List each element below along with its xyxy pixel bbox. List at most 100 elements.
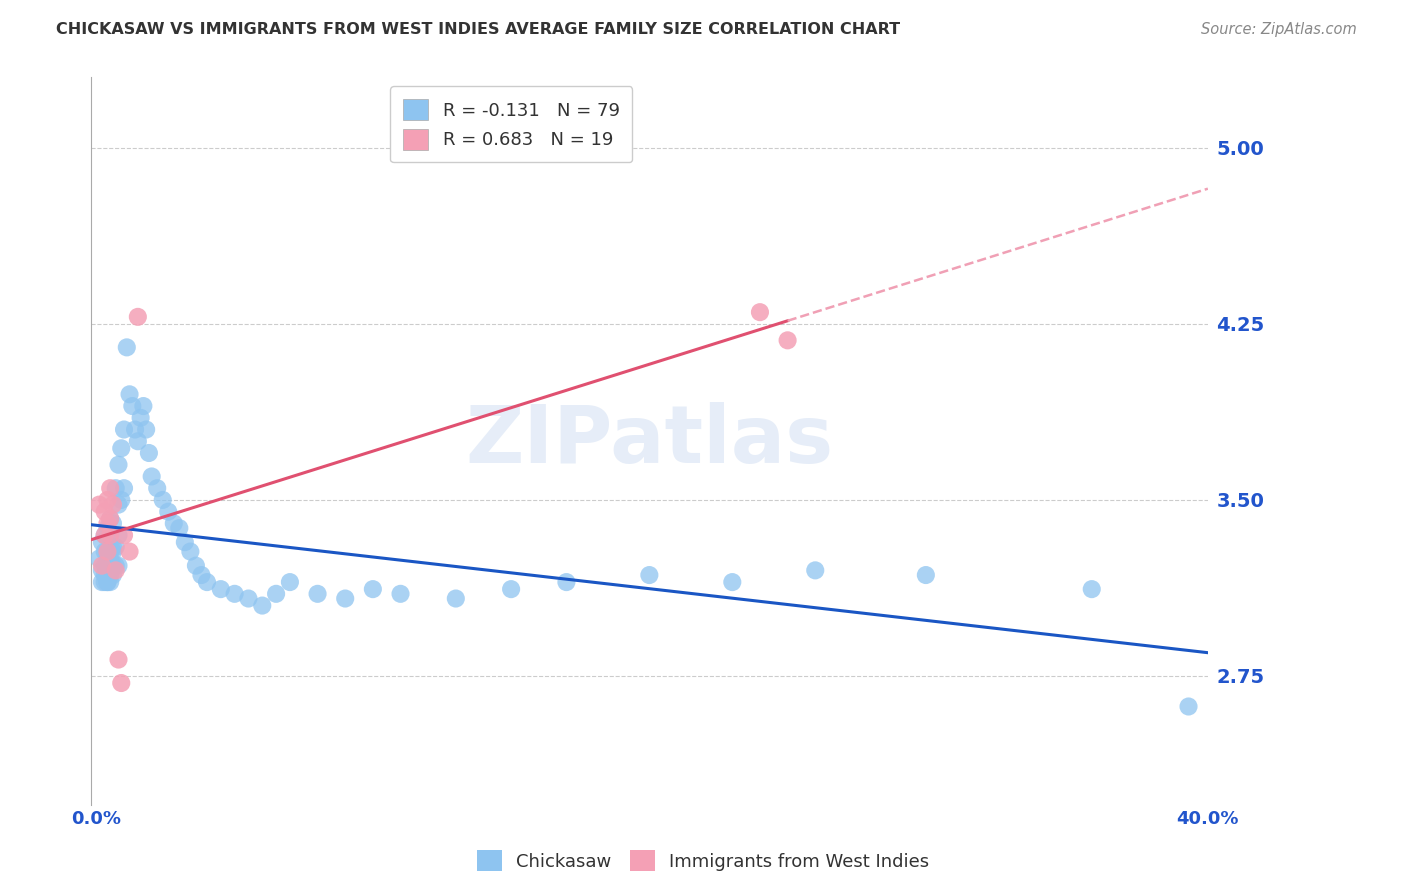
Point bbox=[915, 568, 938, 582]
Point bbox=[112, 528, 135, 542]
Point bbox=[127, 434, 149, 449]
Point bbox=[104, 540, 127, 554]
Point bbox=[1177, 699, 1199, 714]
Point bbox=[135, 423, 157, 437]
Point bbox=[1080, 582, 1102, 596]
Point bbox=[361, 582, 384, 596]
Point bbox=[638, 568, 661, 582]
Point bbox=[98, 512, 121, 526]
Point bbox=[444, 591, 467, 606]
Point bbox=[90, 563, 112, 577]
Point bbox=[104, 481, 127, 495]
Point bbox=[184, 558, 207, 573]
Point bbox=[107, 528, 129, 542]
Point bbox=[90, 535, 112, 549]
Point bbox=[93, 544, 115, 558]
Point bbox=[96, 575, 118, 590]
Legend: R = -0.131   N = 79, R = 0.683   N = 19: R = -0.131 N = 79, R = 0.683 N = 19 bbox=[391, 87, 633, 162]
Point bbox=[90, 558, 112, 573]
Point bbox=[129, 410, 152, 425]
Point bbox=[163, 516, 186, 531]
Point bbox=[101, 516, 124, 531]
Point bbox=[141, 469, 163, 483]
Point bbox=[121, 399, 143, 413]
Point bbox=[101, 568, 124, 582]
Point bbox=[804, 563, 827, 577]
Point bbox=[152, 492, 174, 507]
Point bbox=[157, 505, 180, 519]
Point bbox=[169, 521, 191, 535]
Point bbox=[96, 544, 118, 558]
Point bbox=[93, 528, 115, 542]
Point bbox=[107, 558, 129, 573]
Point bbox=[112, 481, 135, 495]
Point bbox=[238, 591, 260, 606]
Point bbox=[555, 575, 578, 590]
Point bbox=[96, 558, 118, 573]
Point bbox=[721, 575, 744, 590]
Point bbox=[264, 587, 287, 601]
Point bbox=[101, 544, 124, 558]
Point bbox=[107, 458, 129, 472]
Point bbox=[389, 587, 412, 601]
Point bbox=[89, 498, 111, 512]
Point bbox=[749, 305, 772, 319]
Point bbox=[127, 310, 149, 324]
Point bbox=[96, 575, 118, 590]
Point bbox=[195, 575, 218, 590]
Point bbox=[209, 582, 232, 596]
Point bbox=[112, 423, 135, 437]
Point bbox=[98, 551, 121, 566]
Point bbox=[93, 568, 115, 582]
Point bbox=[224, 587, 246, 601]
Point bbox=[98, 544, 121, 558]
Point bbox=[335, 591, 357, 606]
Point bbox=[98, 512, 121, 526]
Text: CHICKASAW VS IMMIGRANTS FROM WEST INDIES AVERAGE FAMILY SIZE CORRELATION CHART: CHICKASAW VS IMMIGRANTS FROM WEST INDIES… bbox=[56, 22, 900, 37]
Point bbox=[98, 528, 121, 542]
Point bbox=[98, 558, 121, 573]
Point bbox=[252, 599, 274, 613]
Point bbox=[104, 558, 127, 573]
Text: ZIPatlas: ZIPatlas bbox=[465, 402, 834, 480]
Point bbox=[146, 481, 169, 495]
Point bbox=[90, 575, 112, 590]
Text: Source: ZipAtlas.com: Source: ZipAtlas.com bbox=[1201, 22, 1357, 37]
Point bbox=[93, 558, 115, 573]
Point bbox=[501, 582, 523, 596]
Point bbox=[118, 387, 141, 401]
Point bbox=[98, 481, 121, 495]
Point bbox=[96, 568, 118, 582]
Point bbox=[93, 528, 115, 542]
Point bbox=[138, 446, 160, 460]
Point bbox=[104, 563, 127, 577]
Point bbox=[107, 498, 129, 512]
Point bbox=[776, 334, 799, 348]
Point bbox=[96, 544, 118, 558]
Point bbox=[101, 540, 124, 554]
Point bbox=[179, 544, 201, 558]
Point bbox=[115, 340, 138, 354]
Point bbox=[118, 544, 141, 558]
Point bbox=[124, 423, 146, 437]
Point bbox=[96, 492, 118, 507]
Point bbox=[98, 568, 121, 582]
Point bbox=[93, 575, 115, 590]
Point bbox=[89, 551, 111, 566]
Point bbox=[98, 528, 121, 542]
Point bbox=[93, 505, 115, 519]
Point bbox=[307, 587, 329, 601]
Point bbox=[173, 535, 195, 549]
Point bbox=[110, 492, 132, 507]
Point bbox=[98, 575, 121, 590]
Point bbox=[96, 521, 118, 535]
Point bbox=[132, 399, 155, 413]
Point bbox=[96, 551, 118, 566]
Point bbox=[110, 442, 132, 456]
Point bbox=[107, 652, 129, 666]
Legend: Chickasaw, Immigrants from West Indies: Chickasaw, Immigrants from West Indies bbox=[470, 843, 936, 879]
Point bbox=[96, 516, 118, 531]
Point bbox=[101, 558, 124, 573]
Point bbox=[96, 563, 118, 577]
Point bbox=[110, 676, 132, 690]
